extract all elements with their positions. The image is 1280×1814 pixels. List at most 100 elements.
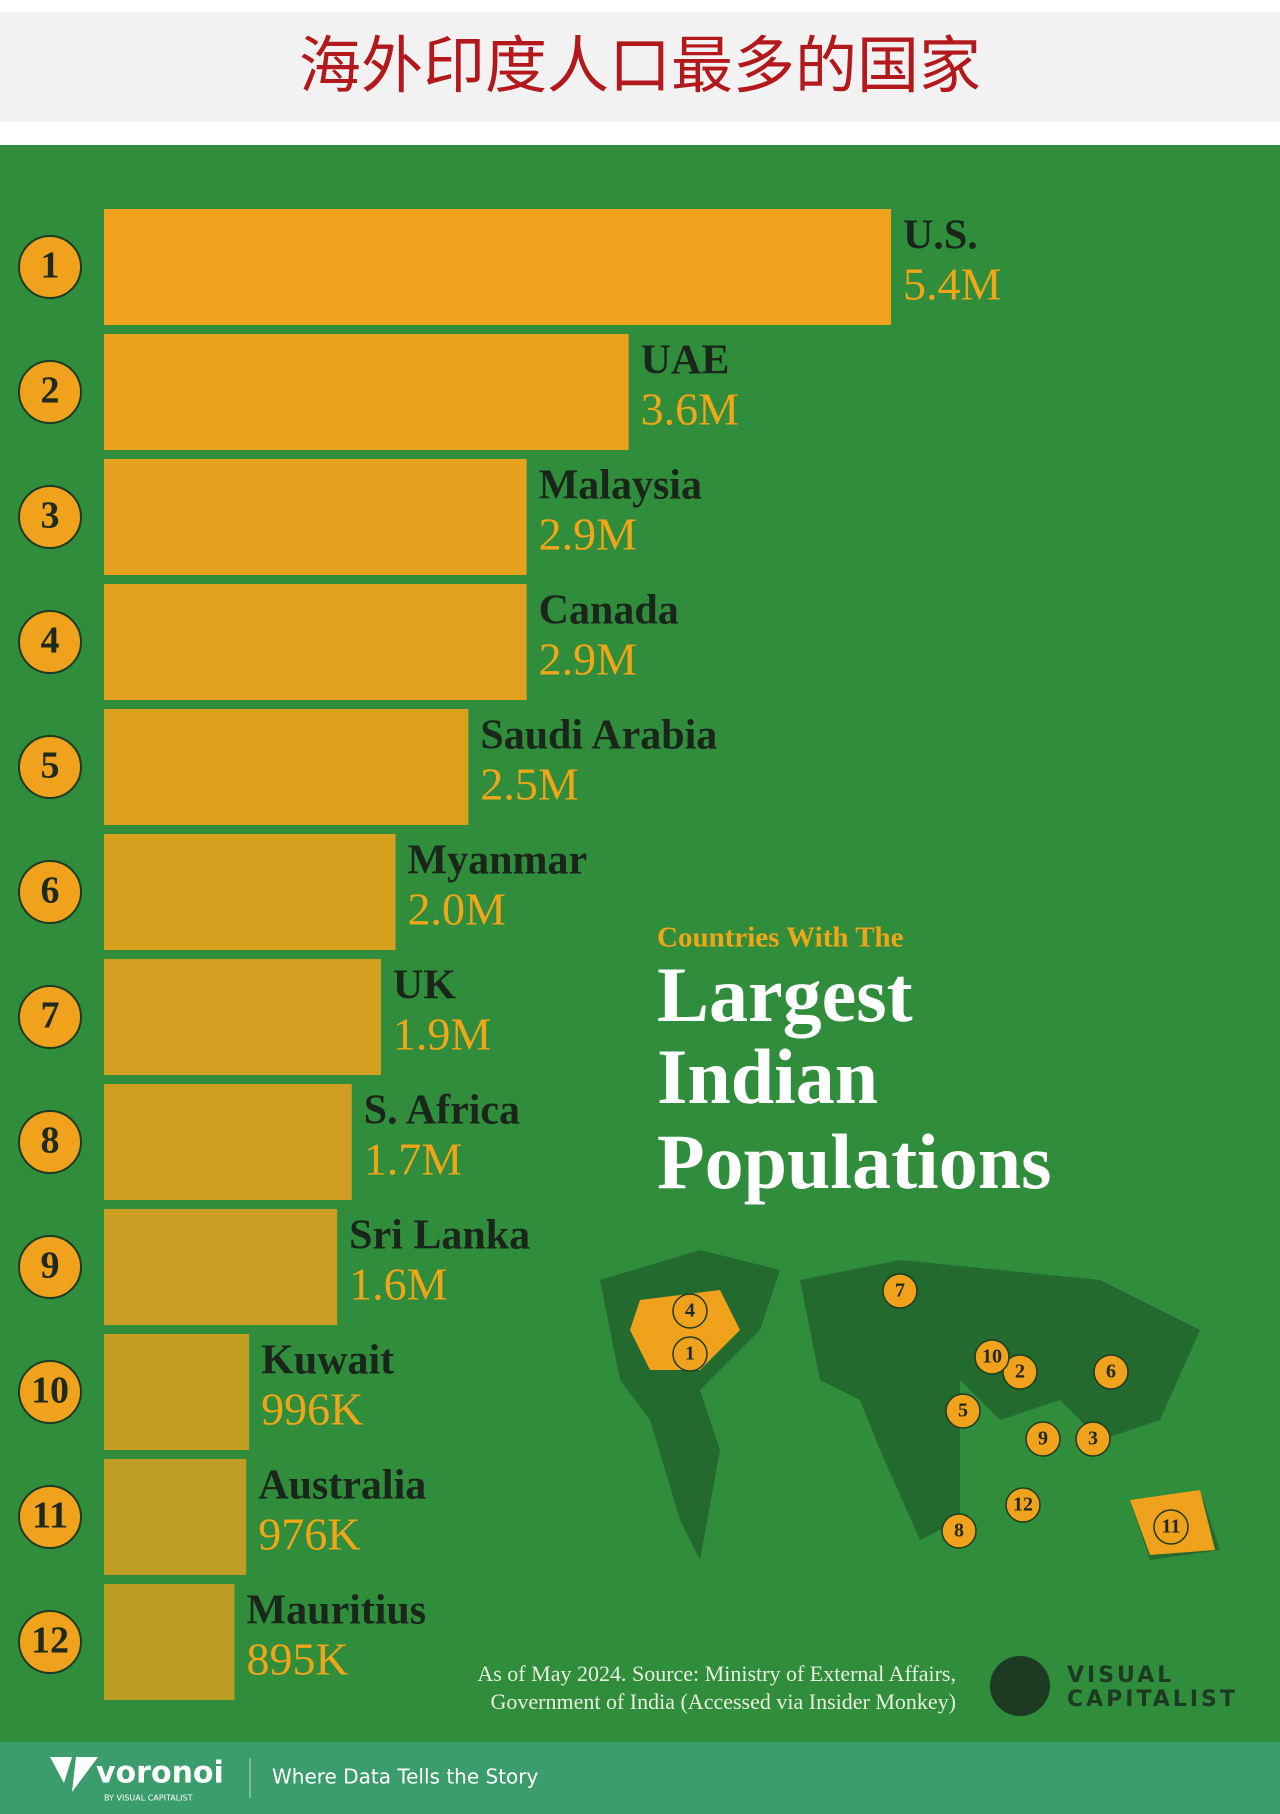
- category-label: Sri Lanka: [349, 1213, 530, 1259]
- value-label: 5.4M: [903, 259, 1001, 310]
- value-label: 976K: [258, 1509, 360, 1560]
- bar: [104, 584, 527, 700]
- value-label: 3.6M: [641, 384, 739, 435]
- map-marker: [672, 1293, 708, 1329]
- rank-badge: [18, 735, 82, 799]
- rank-label: 12: [31, 1620, 69, 1662]
- map-marker-label: 8: [954, 1520, 964, 1542]
- rank-badge: [18, 1235, 82, 1299]
- value-label: 2.5M: [480, 759, 578, 810]
- rank-badge: [18, 1110, 82, 1174]
- rank-label: 7: [41, 995, 60, 1037]
- value-label: 996K: [261, 1384, 363, 1435]
- category-label: S. Africa: [364, 1088, 520, 1134]
- category-label: Malaysia: [539, 463, 702, 509]
- rank-label: 6: [41, 870, 60, 912]
- rank-badge: [18, 235, 82, 299]
- rank-label: 1: [41, 245, 60, 287]
- source: As of May 2024. Source: Ministry of Exte…: [477, 1661, 956, 1686]
- map-marker: [882, 1273, 918, 1309]
- map-marker: [945, 1393, 981, 1429]
- value-label: 2.9M: [539, 509, 637, 560]
- logo-text: VISUAL: [1067, 1663, 1174, 1688]
- map-marker: [974, 1339, 1010, 1375]
- map-marker: [941, 1513, 977, 1549]
- value-label: 895K: [246, 1634, 348, 1685]
- bar: [104, 1084, 352, 1200]
- map-marker-label: 5: [958, 1400, 968, 1422]
- map-marker-label: 1: [685, 1343, 695, 1365]
- map-marker-label: 12: [1013, 1494, 1033, 1516]
- rank-label: 5: [41, 745, 60, 787]
- bar: [104, 459, 527, 575]
- rank-label: 8: [41, 1120, 60, 1162]
- logo-text: CAPITALIST: [1067, 1687, 1238, 1712]
- category-label: Saudi Arabia: [480, 713, 717, 759]
- logo-mark: [990, 1656, 1050, 1716]
- bar: [104, 1584, 235, 1700]
- map-marker: [1093, 1354, 1129, 1390]
- bar: [104, 959, 381, 1075]
- map-marker-label: 2: [1015, 1361, 1025, 1383]
- rank-label: 2: [41, 370, 60, 412]
- value-label: 1.7M: [364, 1134, 462, 1185]
- footer-brand-sub: BY VISUAL CAPITALIST: [104, 1794, 193, 1803]
- title-line: Largest: [657, 951, 913, 1038]
- map-marker-label: 10: [982, 1346, 1002, 1368]
- rank-label: 9: [41, 1245, 60, 1287]
- footer-brand: voronoi: [96, 1756, 224, 1791]
- rank-badge: [18, 860, 82, 924]
- category-label: Canada: [539, 588, 679, 634]
- rank-badge: [18, 610, 82, 674]
- category-label: Mauritius: [246, 1588, 426, 1634]
- value-label: 1.9M: [393, 1009, 491, 1060]
- map-marker-label: 9: [1038, 1428, 1048, 1450]
- title-line: Indian: [657, 1033, 878, 1120]
- value-label: 2.9M: [539, 634, 637, 685]
- bar: [104, 1334, 250, 1450]
- bar: [104, 709, 469, 825]
- rank-label: 11: [32, 1495, 68, 1537]
- rank-badge: [18, 1360, 82, 1424]
- footer-tagline: Where Data Tells the Story: [272, 1765, 539, 1789]
- bar: [104, 334, 629, 450]
- category-label: Australia: [258, 1463, 426, 1509]
- map-marker: [1002, 1354, 1038, 1390]
- map-marker-label: 4: [685, 1300, 695, 1322]
- category-label: UK: [393, 963, 456, 1009]
- rank-badge: [18, 1485, 82, 1549]
- map-marker: [1075, 1421, 1111, 1457]
- header-band: [0, 12, 1280, 122]
- map-land: [600, 1250, 1220, 1560]
- header-title: 海外印度人口最多的国家: [299, 29, 981, 102]
- rank-label: 3: [41, 495, 60, 537]
- bar: [104, 1459, 247, 1575]
- map-marker-label: 6: [1106, 1361, 1116, 1383]
- bar: [104, 209, 891, 325]
- map-marker-label: 3: [1088, 1428, 1098, 1450]
- category-label: UAE: [641, 338, 730, 384]
- map-marker-label: 7: [895, 1280, 905, 1302]
- rank-label: 10: [31, 1370, 69, 1412]
- footer: [0, 1742, 1280, 1814]
- rank-badge: [18, 985, 82, 1049]
- kicker: Countries With The: [657, 922, 904, 954]
- bar: [104, 1209, 338, 1325]
- map-marker: [1005, 1487, 1041, 1523]
- title-line: Populations: [657, 1118, 1051, 1205]
- value-label: 2.0M: [407, 884, 505, 935]
- map-marker: [672, 1336, 708, 1372]
- source: Government of India (Accessed via Inside…: [490, 1689, 956, 1714]
- map-marker-label: 11: [1162, 1516, 1181, 1538]
- value-label: 1.6M: [349, 1259, 447, 1310]
- footer-icon: [50, 1757, 98, 1792]
- rank-badge: [18, 485, 82, 549]
- category-label: Kuwait: [261, 1338, 394, 1384]
- rank-badge: [18, 1610, 82, 1674]
- rank-badge: [18, 360, 82, 424]
- rank-label: 4: [41, 620, 60, 662]
- category-label: Myanmar: [407, 838, 587, 884]
- map-marker: [1025, 1421, 1061, 1457]
- bar: [104, 834, 396, 950]
